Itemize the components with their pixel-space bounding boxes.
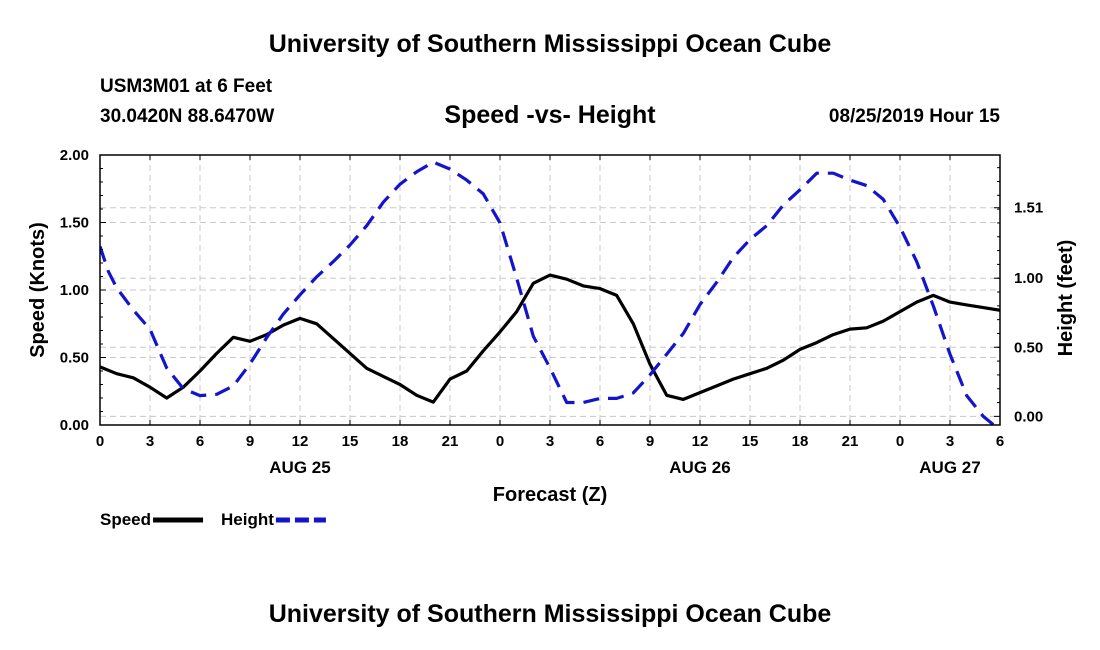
legend-label-speed: Speed: [100, 510, 151, 529]
y-left-tick-label: 1.00: [60, 282, 89, 299]
chart-title-top: University of Southern Mississippi Ocean…: [268, 30, 832, 58]
x-tick-label: 12: [692, 433, 709, 450]
x-tick-label: 21: [842, 433, 859, 450]
chart-series: [100, 160, 1000, 425]
x-tick-label: 18: [392, 433, 409, 450]
coordinates-label: 30.0420N 88.6470W: [100, 106, 275, 127]
x-tick-label: 21: [442, 433, 459, 450]
station-label: USM3M01 at 6 Feet: [100, 76, 273, 97]
height-series-line: [100, 160, 997, 425]
timestamp-label: 08/25/2019 Hour 15: [828, 106, 1000, 127]
y-left-tick-label: 0.00: [60, 417, 89, 434]
x-tick-label: 3: [546, 433, 554, 450]
x-tick-label: 6: [996, 433, 1004, 450]
x-tick-label: 9: [246, 433, 254, 450]
x-tick-label: 9: [646, 433, 654, 450]
date-label: AUG 25: [269, 458, 330, 477]
date-label: AUG 27: [919, 458, 980, 477]
x-tick-label: 6: [596, 433, 604, 450]
y-right-tick-label: 1.00: [1014, 270, 1043, 287]
chart-title-bottom: University of Southern Mississippi Ocean…: [268, 600, 832, 628]
y-left-tick-label: 0.50: [60, 350, 89, 367]
x-tick-label: 3: [146, 433, 154, 450]
date-label: AUG 26: [669, 458, 730, 477]
y-right-tick-label: 1.51: [1014, 200, 1043, 217]
x-tick-label: 6: [196, 433, 204, 450]
chart-axes: [99, 154, 1001, 426]
x-tick-label: 15: [742, 433, 759, 450]
chart-labels: 0 3 6 9 12 15 18 21 0 3 6 9 12 15 18 21 0 3 6 0.00 0.50 1.00 1…: [27, 147, 1077, 506]
y-left-axis-title: Speed (Knots): [27, 222, 49, 358]
chart-legend: Speed Height: [100, 510, 326, 529]
y-right-tick-label: 0.50: [1014, 339, 1043, 356]
y-left-tick-label: 1.50: [60, 215, 89, 232]
y-left-tick-label: 2.00: [60, 147, 89, 164]
x-axis-title: Forecast (Z): [493, 484, 607, 506]
plot-frame: [99, 154, 1001, 426]
x-tick-label: 15: [342, 433, 359, 450]
x-tick-label: 3: [946, 433, 954, 450]
x-tick-label: 0: [96, 433, 104, 450]
x-tick-label: 18: [792, 433, 809, 450]
chart-subtitle: Speed -vs- Height: [444, 101, 656, 129]
x-tick-label: 12: [292, 433, 309, 450]
y-right-axis-title: Height (feet): [1055, 240, 1077, 357]
chart-grid: [100, 155, 1000, 425]
speed-series-line: [100, 273, 1000, 404]
legend-label-height: Height: [221, 510, 274, 529]
x-tick-label: 0: [896, 433, 904, 450]
y-right-tick-label: 0.00: [1014, 408, 1043, 425]
x-tick-label: 0: [496, 433, 504, 450]
